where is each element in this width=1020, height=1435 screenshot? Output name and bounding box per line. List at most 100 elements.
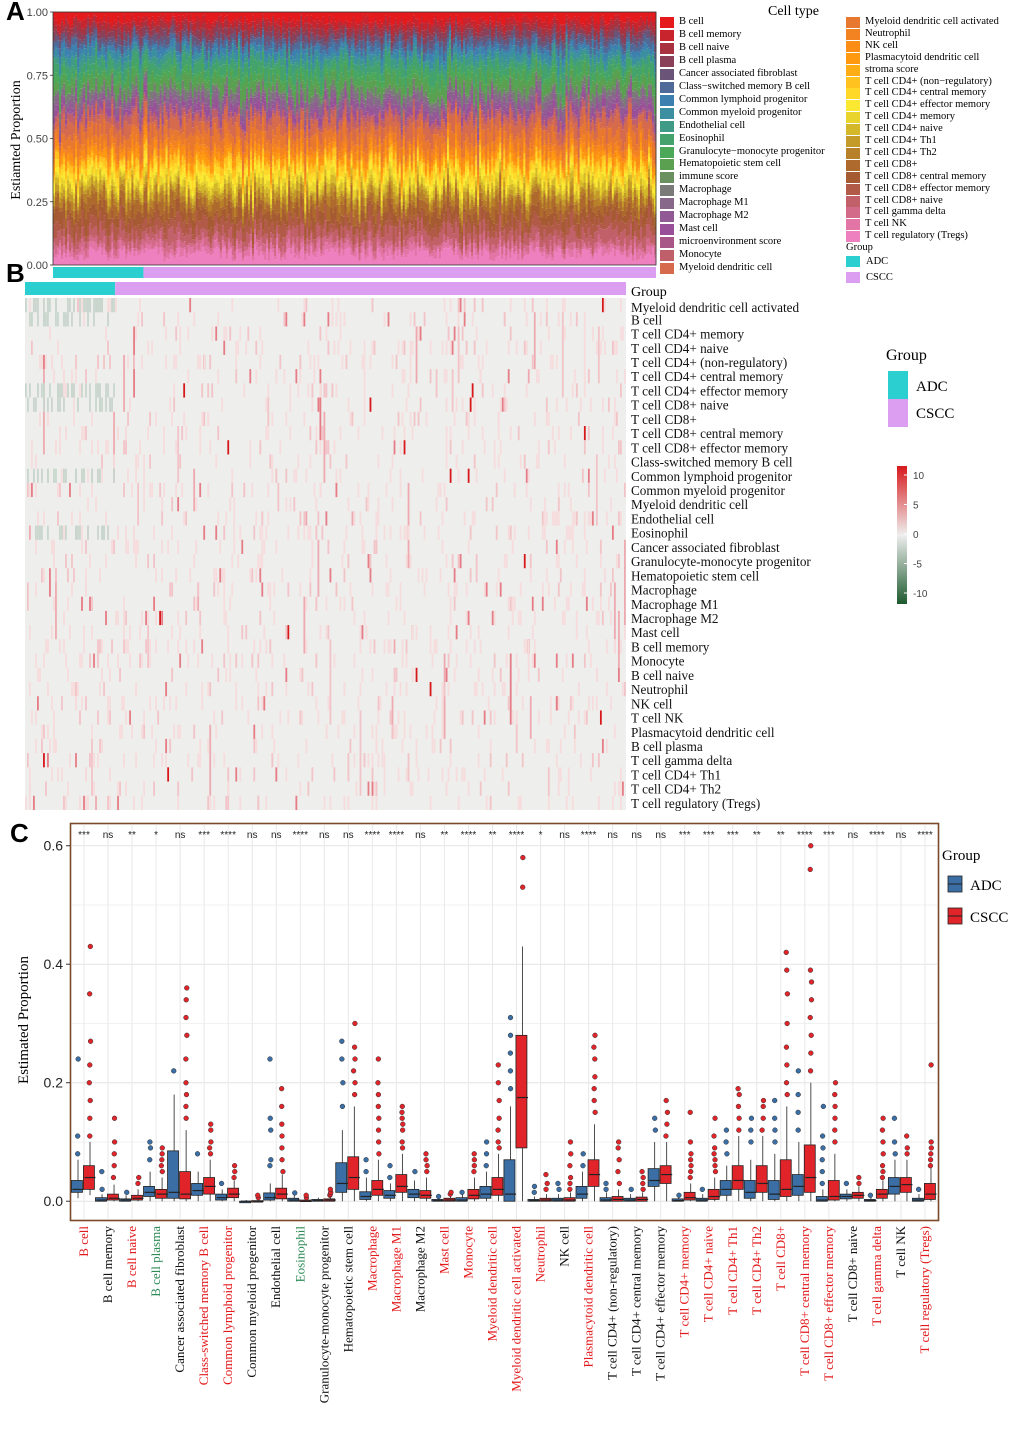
stacked-bar-segment xyxy=(65,36,68,44)
stacked-bar-segment xyxy=(133,27,136,38)
stacked-bar-segment xyxy=(207,237,211,242)
stacked-bar-segment xyxy=(268,211,271,228)
stacked-bar-segment xyxy=(276,221,279,226)
stacked-bar-segment xyxy=(213,156,217,159)
stacked-bar-segment xyxy=(125,172,128,175)
stacked-bar-segment xyxy=(213,20,217,27)
stacked-bar-segment xyxy=(195,21,199,29)
stacked-bar-segment xyxy=(53,195,56,201)
stacked-bar-segment xyxy=(179,125,182,127)
stacked-bar-segment xyxy=(302,224,305,237)
stacked-bar-segment xyxy=(306,28,309,37)
stacked-bar-segment xyxy=(304,154,307,172)
stacked-bar-segment xyxy=(205,12,209,24)
stacked-bar-segment xyxy=(298,121,301,124)
stacked-bar-segment xyxy=(179,186,182,193)
stacked-bar-segment xyxy=(304,179,307,182)
stacked-bar-segment xyxy=(294,179,297,184)
stacked-bar-segment xyxy=(294,107,297,114)
stacked-bar-segment xyxy=(111,172,114,180)
stacked-bar-segment xyxy=(133,97,136,107)
stacked-bar-segment xyxy=(59,33,62,37)
stacked-bar-segment xyxy=(290,60,293,63)
stacked-bar-segment xyxy=(225,85,229,89)
stacked-bar-segment xyxy=(274,111,277,114)
stacked-bar-segment xyxy=(59,65,62,75)
stacked-bar-segment xyxy=(91,88,94,91)
stacked-bar-segment xyxy=(235,85,239,88)
stacked-bar-segment xyxy=(288,41,291,48)
stacked-bar-segment xyxy=(167,47,170,50)
stacked-bar-segment xyxy=(264,100,267,110)
stacked-bar-segment xyxy=(211,135,215,152)
stacked-bar-segment xyxy=(187,38,191,43)
stacked-bar-segment xyxy=(113,147,116,154)
stacked-bar-segment xyxy=(73,202,76,211)
stacked-bar-segment xyxy=(254,204,257,221)
stacked-bar-segment xyxy=(177,170,180,177)
stacked-bar-segment xyxy=(221,64,225,76)
stacked-bar-segment xyxy=(97,192,100,201)
stacked-bar-segment xyxy=(193,90,197,99)
stacked-bar-segment xyxy=(185,175,189,180)
stacked-bar-segment xyxy=(223,74,227,78)
stacked-bar-segment xyxy=(245,76,249,88)
stacked-bar-segment xyxy=(254,196,257,205)
stacked-bar-segment xyxy=(189,150,193,156)
stacked-bar-segment xyxy=(306,12,309,16)
stacked-bar-segment xyxy=(237,33,241,36)
stacked-bar-segment xyxy=(270,100,273,108)
stacked-bar-segment xyxy=(284,90,287,93)
stacked-bar-segment xyxy=(262,236,265,244)
stacked-bar-segment xyxy=(239,53,243,61)
stacked-bar-segment xyxy=(249,248,253,265)
stacked-bar-segment xyxy=(304,31,307,36)
stacked-bar-segment xyxy=(266,18,269,26)
stacked-bar-segment xyxy=(131,151,134,154)
stacked-bar-segment xyxy=(266,88,269,102)
stacked-bar-segment xyxy=(145,75,148,85)
stacked-bar-segment xyxy=(89,91,92,93)
stacked-bar-segment xyxy=(123,27,126,32)
stacked-bar-segment xyxy=(233,216,237,224)
stacked-bar-segment xyxy=(215,158,219,161)
stacked-bar-segment xyxy=(207,178,211,187)
stacked-bar-segment xyxy=(290,178,293,181)
stacked-bar-segment xyxy=(145,66,148,70)
stacked-bar-segment xyxy=(205,146,209,152)
stacked-bar-segment xyxy=(57,111,60,114)
stacked-bar-segment xyxy=(111,249,114,265)
stacked-bar-segment xyxy=(83,90,86,95)
stacked-bar-segment xyxy=(270,232,273,239)
stacked-bar-segment xyxy=(121,108,124,117)
stacked-bar-segment xyxy=(262,50,265,67)
stacked-bar-segment xyxy=(69,253,72,257)
stacked-bar-segment xyxy=(165,112,168,116)
stacked-bar-segment xyxy=(131,42,134,49)
stacked-bar-segment xyxy=(294,67,297,85)
stacked-bar-segment xyxy=(215,85,219,88)
stacked-bar-segment xyxy=(284,92,287,100)
stacked-bar-segment xyxy=(231,261,235,265)
stacked-bar-segment xyxy=(169,32,172,41)
stacked-bar-segment xyxy=(101,37,104,42)
stacked-bar-segment xyxy=(131,242,134,249)
stacked-bar-segment xyxy=(169,22,172,27)
stacked-bar-segment xyxy=(251,191,255,201)
stacked-bar-segment xyxy=(109,31,112,38)
stacked-bar-segment xyxy=(219,75,223,84)
stacked-bar-segment xyxy=(225,88,229,93)
stacked-bar-segment xyxy=(87,189,90,197)
stacked-bar-segment xyxy=(304,192,307,198)
stacked-bar-segment xyxy=(145,186,148,203)
stacked-bar-segment xyxy=(266,111,269,118)
stacked-bar-segment xyxy=(77,156,80,167)
stacked-bar-segment xyxy=(137,249,140,252)
stacked-bar-segment xyxy=(296,248,299,256)
stacked-bar-segment xyxy=(53,124,56,126)
stacked-bar-segment xyxy=(296,176,299,181)
stacked-bar-segment xyxy=(171,33,174,38)
stacked-bar-segment xyxy=(57,159,60,168)
stacked-bar-segment xyxy=(55,167,58,173)
stacked-bar-segment xyxy=(270,12,273,23)
